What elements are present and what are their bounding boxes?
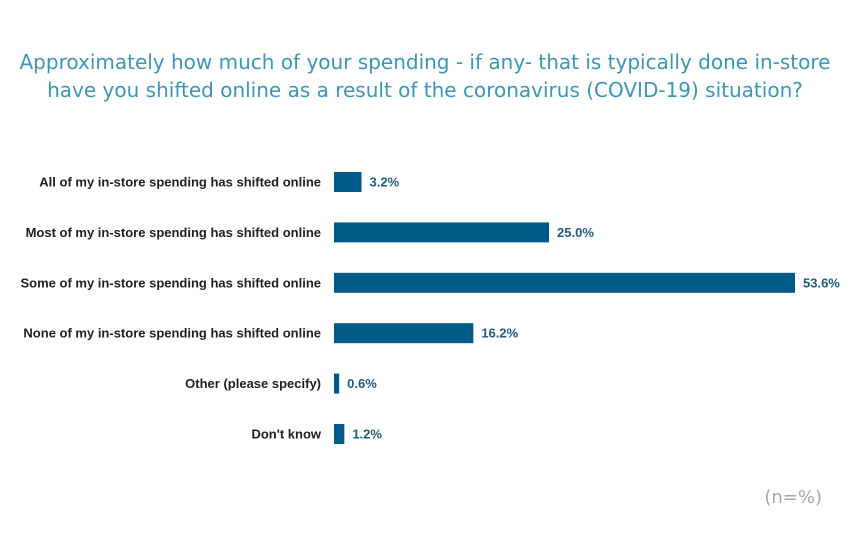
bar (334, 323, 474, 344)
bar (334, 172, 362, 192)
bar (334, 222, 550, 243)
bar (334, 373, 340, 394)
category-label: Other (please specify) (185, 376, 321, 391)
chart-title-line-1: Approximately how much of your spending … (19, 50, 831, 74)
value-label: 3.2% (370, 175, 400, 190)
footnote: (n=%) (764, 487, 822, 508)
value-label: 25.0% (557, 225, 594, 240)
bar (334, 424, 345, 444)
category-label: Some of my in-store spending has shifted… (21, 275, 321, 290)
value-label: 1.2% (352, 427, 382, 442)
value-label: 53.6% (803, 275, 840, 290)
value-label: 0.6% (347, 376, 377, 391)
chart-title-line-2: have you shifted online as a result of t… (47, 78, 803, 102)
bar (334, 272, 795, 293)
category-label: Don't know (251, 427, 321, 442)
value-label: 16.2% (481, 326, 518, 341)
chart-title: Approximately how much of your spending … (0, 48, 850, 104)
category-label: None of my in-store spending has shifted… (23, 326, 321, 341)
category-label: Most of my in-store spending has shifted… (26, 225, 321, 240)
category-label: All of my in-store spending has shifted … (39, 175, 321, 190)
bars-group: All of my in-store spending has shifted … (21, 172, 840, 444)
